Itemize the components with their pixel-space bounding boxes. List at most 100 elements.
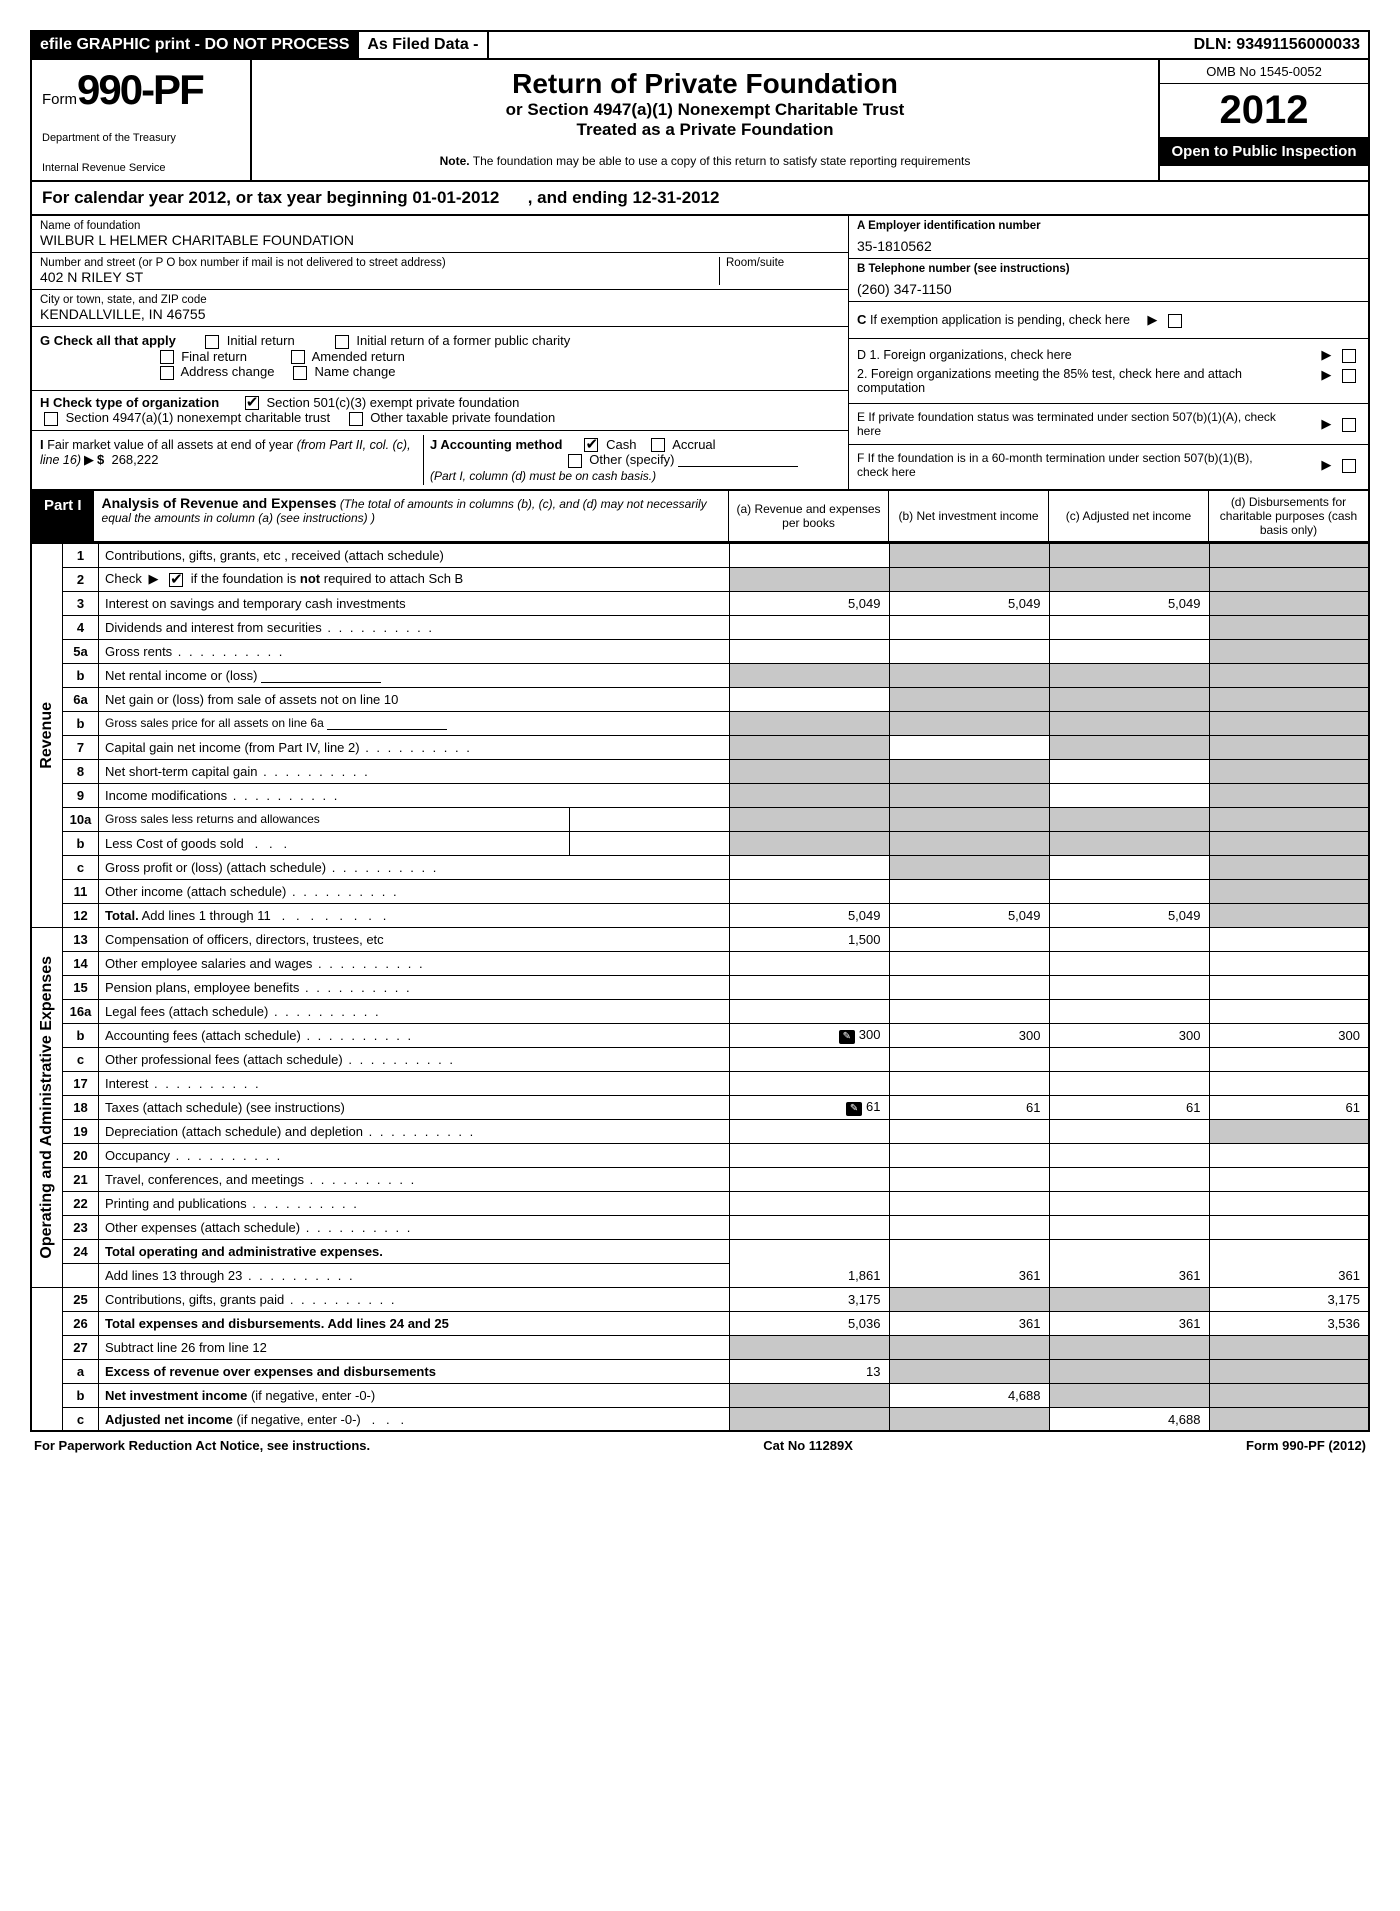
- entity-left: Name of foundation WILBUR L HELMER CHARI…: [32, 216, 848, 489]
- row-12: 12Total. Add lines 1 through 11 . . . . …: [31, 903, 1369, 927]
- row-10c: cGross profit or (loss) (attach schedule…: [31, 855, 1369, 879]
- form-subtitle-1: or Section 4947(a)(1) Nonexempt Charitab…: [272, 100, 1138, 120]
- row-16a: 16aLegal fees (attach schedule): [31, 999, 1369, 1023]
- form-number: 990-PF: [77, 66, 203, 113]
- col-d-header: (d) Disbursements for charitable purpose…: [1208, 491, 1368, 541]
- irs-label: Internal Revenue Service: [42, 162, 240, 174]
- chk-accrual[interactable]: [651, 438, 665, 452]
- row-27a: aExcess of revenue over expenses and dis…: [31, 1359, 1369, 1383]
- col-b-header: (b) Net investment income: [888, 491, 1048, 541]
- col-c-header: (c) Adjusted net income: [1048, 491, 1208, 541]
- chk-initial-return[interactable]: [205, 335, 219, 349]
- ein-cell: A Employer identification number 35-1810…: [849, 216, 1368, 259]
- attachment-icon[interactable]: ✎: [839, 1030, 855, 1044]
- part-1-label: Part I: [32, 491, 94, 541]
- chk-amended[interactable]: [291, 350, 305, 364]
- row-22: 22Printing and publications: [31, 1191, 1369, 1215]
- city-row: City or town, state, and ZIP code KENDAL…: [32, 290, 848, 327]
- row-19: 19Depreciation (attach schedule) and dep…: [31, 1119, 1369, 1143]
- chk-address-change[interactable]: [160, 366, 174, 380]
- entity-info: Name of foundation WILBUR L HELMER CHARI…: [30, 216, 1370, 491]
- calendar-year-row: For calendar year 2012, or tax year begi…: [30, 182, 1370, 216]
- chk-exemption-pending[interactable]: [1168, 314, 1182, 328]
- foundation-name-cell: Name of foundation WILBUR L HELMER CHARI…: [32, 216, 848, 253]
- chk-501c3[interactable]: [245, 396, 259, 410]
- dept-treasury: Department of the Treasury: [42, 132, 240, 144]
- street-address: 402 N RILEY ST: [40, 269, 713, 285]
- chk-status-terminated[interactable]: [1342, 418, 1356, 432]
- chk-foreign-org[interactable]: [1342, 349, 1356, 363]
- row-6b: bGross sales price for all assets on lin…: [31, 711, 1369, 735]
- row-1: Revenue1Contributions, gifts, grants, et…: [31, 543, 1369, 567]
- part-1-header: Part I Analysis of Revenue and Expenses …: [30, 491, 1370, 543]
- form-title: Return of Private Foundation: [272, 68, 1138, 100]
- row-16b: bAccounting fees (attach schedule)✎30030…: [31, 1023, 1369, 1047]
- chk-other-taxable[interactable]: [349, 412, 363, 426]
- row-8: 8Net short-term capital gain: [31, 759, 1369, 783]
- header-right: OMB No 1545-0052 2012 Open to Public Ins…: [1158, 60, 1368, 180]
- row-27c: cAdjusted net income (if negative, enter…: [31, 1407, 1369, 1431]
- row-9: 9Income modifications: [31, 783, 1369, 807]
- chk-name-change[interactable]: [293, 366, 307, 380]
- row-16c: cOther professional fees (attach schedul…: [31, 1047, 1369, 1071]
- row-18: 18Taxes (attach schedule) (see instructi…: [31, 1095, 1369, 1119]
- row-10b: bLess Cost of goods sold . . .: [31, 831, 1369, 855]
- row-25: 25Contributions, gifts, grants paid3,175…: [31, 1287, 1369, 1311]
- row-6a: 6aNet gain or (loss) from sale of assets…: [31, 687, 1369, 711]
- row-7: 7Capital gain net income (from Part IV, …: [31, 735, 1369, 759]
- form-ref: Form 990-PF (2012): [1246, 1438, 1366, 1453]
- form-note: Note. The foundation may be able to use …: [272, 154, 1138, 168]
- row-20: 20Occupancy: [31, 1143, 1369, 1167]
- row-26: 26Total expenses and disbursements. Add …: [31, 1311, 1369, 1335]
- city-state-zip: KENDALLVILLE, IN 46755: [40, 306, 840, 322]
- tax-year: 2012: [1160, 84, 1368, 137]
- paperwork-notice: For Paperwork Reduction Act Notice, see …: [34, 1438, 370, 1453]
- row-11: 11Other income (attach schedule): [31, 879, 1369, 903]
- entity-right: A Employer identification number 35-1810…: [848, 216, 1368, 489]
- form-subtitle-2: Treated as a Private Foundation: [272, 120, 1138, 140]
- section-d: D 1. Foreign organizations, check here ▶…: [849, 339, 1368, 404]
- part-1-table: Revenue1Contributions, gifts, grants, et…: [30, 543, 1370, 1433]
- row-23: 23Other expenses (attach schedule): [31, 1215, 1369, 1239]
- row-14: 14Other employee salaries and wages: [31, 951, 1369, 975]
- dln: DLN: 93491156000033: [1186, 32, 1368, 58]
- chk-other-method[interactable]: [568, 454, 582, 468]
- row-17: 17Interest: [31, 1071, 1369, 1095]
- address-row: Number and street (or P O box number if …: [32, 253, 848, 290]
- chk-initial-former[interactable]: [335, 335, 349, 349]
- form-prefix: Form: [42, 91, 77, 108]
- section-e: E If private foundation status was termi…: [849, 404, 1368, 445]
- row-21: 21Travel, conferences, and meetings: [31, 1167, 1369, 1191]
- ein: 35-1810562: [857, 238, 1360, 254]
- row-24: 24Total operating and administrative exp…: [31, 1239, 1369, 1263]
- row-13: Operating and Administrative Expenses13C…: [31, 927, 1369, 951]
- section-h: H Check type of organization Section 501…: [32, 391, 848, 431]
- row-15: 15Pension plans, employee benefits: [31, 975, 1369, 999]
- chk-85-test[interactable]: [1342, 369, 1356, 383]
- chk-sch-b[interactable]: [169, 573, 183, 587]
- row-5a: 5aGross rents: [31, 639, 1369, 663]
- top-bar: efile GRAPHIC print - DO NOT PROCESS As …: [30, 30, 1370, 60]
- chk-final-return[interactable]: [160, 350, 174, 364]
- omb-number: OMB No 1545-0052: [1160, 60, 1368, 84]
- foundation-name: WILBUR L HELMER CHARITABLE FOUNDATION: [40, 232, 840, 248]
- row-10a: 10aGross sales less returns and allowanc…: [31, 807, 1369, 831]
- phone-cell: B Telephone number (see instructions) (2…: [849, 259, 1368, 302]
- as-filed-label: As Filed Data -: [359, 32, 488, 58]
- row-5b: bNet rental income or (loss): [31, 663, 1369, 687]
- fmv-value: 268,222: [111, 452, 158, 467]
- phone: (260) 347-1150: [857, 281, 1360, 297]
- open-to-public: Open to Public Inspection: [1160, 137, 1368, 166]
- col-a-header: (a) Revenue and expenses per books: [728, 491, 888, 541]
- attachment-icon[interactable]: ✎: [846, 1102, 862, 1116]
- page-footer: For Paperwork Reduction Act Notice, see …: [30, 1432, 1370, 1453]
- chk-cash[interactable]: [584, 438, 598, 452]
- chk-60-month[interactable]: [1342, 459, 1356, 473]
- row-27: 27Subtract line 26 from line 12: [31, 1335, 1369, 1359]
- chk-4947[interactable]: [44, 412, 58, 426]
- cat-no: Cat No 11289X: [763, 1438, 853, 1453]
- header-left: Form990-PF Department of the Treasury In…: [32, 60, 252, 180]
- part-1-desc: Analysis of Revenue and Expenses (The to…: [94, 491, 728, 541]
- row-27b: bNet investment income (if negative, ent…: [31, 1383, 1369, 1407]
- row-4: 4Dividends and interest from securities: [31, 615, 1369, 639]
